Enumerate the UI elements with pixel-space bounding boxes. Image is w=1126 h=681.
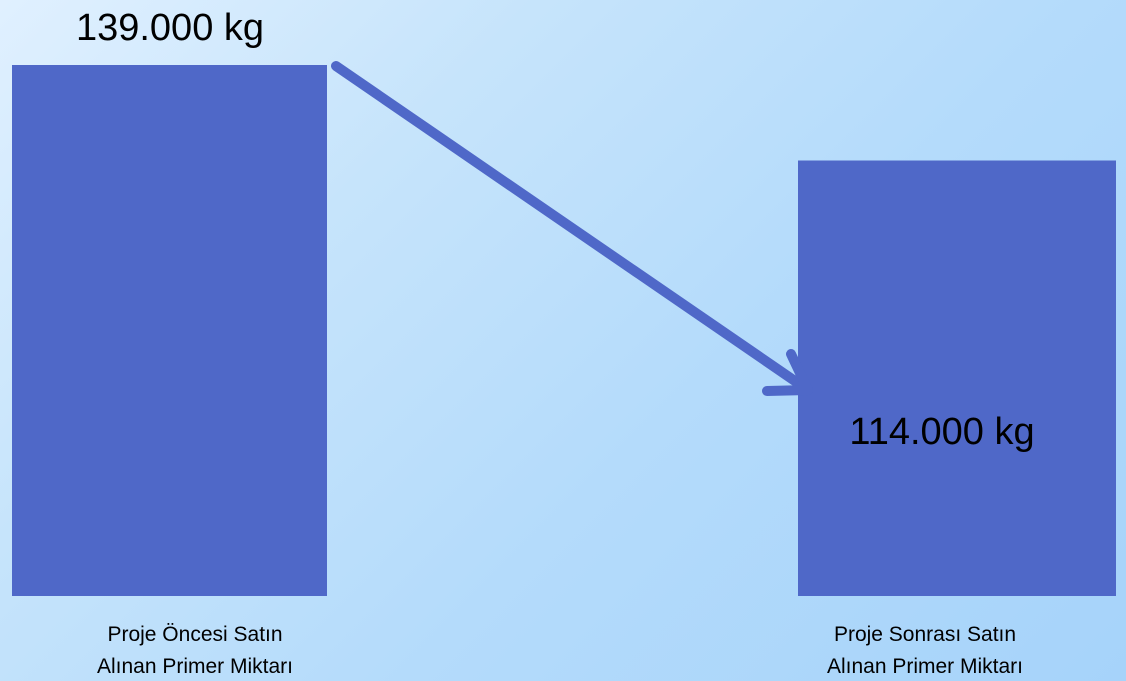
arrow-head <box>762 349 813 396</box>
category-label-2-line-1: Proje Sonrası Satın <box>834 623 1016 646</box>
category-label-1-line-2: Alınan Primer Miktarı <box>97 655 293 678</box>
bar-2 <box>798 160 1116 596</box>
value-labels-group: 139.000 kg 114.000 kg <box>76 7 1035 453</box>
arrow-shaft <box>331 61 813 395</box>
bar-1 <box>12 65 327 596</box>
value-label-2: 114.000 kg <box>849 411 1034 453</box>
value-label-1: 139.000 kg <box>76 7 264 49</box>
category-label-1-line-1: Proje Öncesi Satın <box>107 623 282 646</box>
decrease-arrow <box>331 61 813 396</box>
bars-group <box>12 65 1116 596</box>
category-label-2-line-2: Alınan Primer Miktarı <box>827 655 1023 678</box>
category-labels-group: Proje Öncesi Satın Alınan Primer Miktarı P… <box>97 623 1023 678</box>
